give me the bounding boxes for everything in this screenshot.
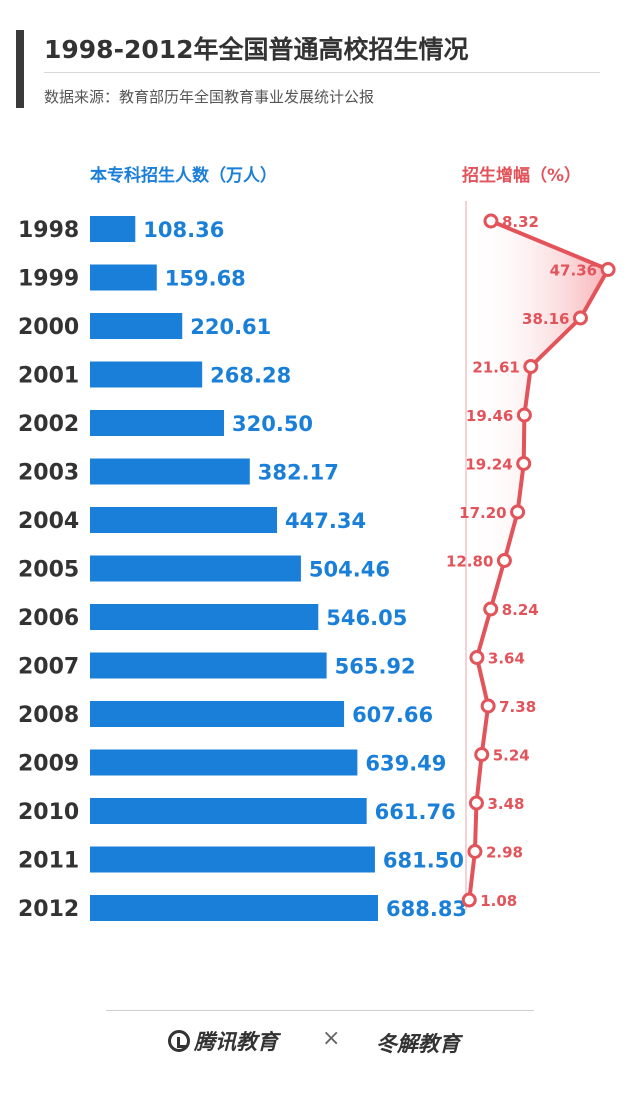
growth-value-label: 5.24: [493, 747, 530, 765]
enrollment-value-label: 159.68: [165, 267, 246, 291]
enrollment-bar: [90, 458, 250, 485]
tencent-logo-text: 腾讯教育: [194, 1030, 278, 1054]
footer-divider: [106, 1010, 534, 1011]
enrollment-value-label: 447.34: [285, 509, 366, 533]
enrollment-bar: [90, 798, 367, 824]
enrollment-value-label: 220.61: [190, 315, 271, 339]
year-label: 2001: [18, 364, 79, 389]
year-label: 2004: [18, 509, 79, 534]
growth-value-label: 19.46: [466, 407, 513, 425]
title-divider: [44, 72, 600, 73]
growth-value-label: 8.24: [502, 601, 539, 619]
enrollment-value-label: 661.76: [375, 800, 456, 824]
page-title: 1998-2012年全国普通高校招生情况: [44, 35, 469, 64]
year-label: 2009: [18, 752, 79, 777]
growth-point: [480, 698, 496, 714]
year-label: 2007: [18, 655, 79, 680]
year-label: 2002: [18, 412, 79, 437]
growth-area-fill: [466, 221, 609, 900]
enrollment-bar: [90, 701, 345, 727]
enrollment-bar: [90, 652, 327, 679]
growth-point: [516, 407, 532, 423]
enrollment-value-label: 688.83: [386, 897, 467, 921]
growth-value-label: 47.36: [550, 262, 597, 280]
growth-value-label: 3.64: [488, 650, 525, 668]
partner-separator: ×: [322, 1026, 341, 1051]
year-label: 2010: [18, 800, 79, 825]
enrollment-value-label: 108.36: [143, 218, 224, 242]
footer: 腾讯教育 × 冬解教育: [0, 1022, 641, 1062]
growth-point: [600, 262, 616, 277]
enrollment-bar: [90, 216, 136, 242]
year-label: 1999: [18, 267, 79, 292]
enrollment-value-label: 320.50: [232, 412, 313, 436]
enrollment-bar: [90, 313, 183, 339]
growth-value-label: 2.98: [486, 844, 523, 862]
enrollment-bar: [90, 895, 378, 921]
growth-point: [467, 844, 483, 859]
tencent-logo-icon: [168, 1030, 190, 1052]
enrollment-bar: [90, 846, 375, 873]
growth-point: [461, 892, 477, 908]
growth-point: [469, 650, 485, 665]
year-label: 2012: [18, 897, 79, 922]
growth-point: [474, 747, 490, 762]
growth-value-label: 19.24: [465, 456, 512, 474]
enrollment-value-label: 268.28: [210, 364, 291, 388]
growth-value-label: 7.38: [499, 698, 536, 716]
growth-value-label: 8.32: [502, 213, 539, 231]
year-label: 2006: [18, 606, 79, 631]
data-source-note: 数据来源：教育部历年全国教育事业发展统计公报: [44, 88, 375, 106]
enrollment-value-label: 382.17: [258, 461, 339, 485]
enrollment-bar: [90, 604, 319, 630]
enrollment-value-label: 607.66: [352, 703, 433, 727]
enrollment-column-header: 本专科招生人数（万人）: [90, 166, 277, 186]
enrollment-value-label: 546.05: [326, 606, 407, 630]
enrollment-bar: [90, 507, 278, 533]
partner-logo-text: 冬解教育: [376, 1032, 460, 1056]
title-accent-bar: [16, 30, 24, 108]
year-label: 2005: [18, 558, 79, 583]
growth-value-label: 38.16: [522, 310, 569, 328]
year-label: 1998: [18, 218, 79, 243]
enrollment-bar: [90, 555, 301, 582]
enrollment-bar: [90, 749, 358, 776]
enrollment-bar: [90, 361, 203, 388]
growth-point: [523, 359, 539, 374]
growth-value-label: 1.08: [480, 892, 517, 910]
growth-point: [483, 601, 499, 617]
year-label: 2003: [18, 461, 79, 486]
growth-value-label: 3.48: [487, 795, 524, 813]
growth-value-label: 17.20: [459, 504, 506, 522]
enrollment-bar: [90, 264, 157, 291]
enrollment-bar: [90, 410, 225, 436]
growth-column-header: 招生增幅（%）: [462, 166, 582, 186]
tencent-education-logo: 腾讯教育: [168, 1026, 278, 1056]
bar-series: 1998 108.36 1999 159.68 2000 220.61 2001 268.28…: [18, 216, 467, 922]
enrollment-value-label: 681.50: [383, 849, 464, 873]
year-label: 2008: [18, 703, 79, 728]
enrollment-chart: 1998 108.36 1999 159.68 2000 220.61 2001 268.28…: [18, 201, 616, 922]
growth-value-label: 12.80: [446, 553, 493, 571]
year-label: 2000: [18, 315, 79, 340]
growth-point: [516, 456, 532, 471]
growth-point: [483, 213, 499, 229]
year-label: 2011: [18, 849, 79, 874]
enrollment-value-label: 639.49: [365, 752, 446, 776]
growth-point: [468, 795, 484, 811]
growth-point: [510, 504, 526, 520]
growth-line-series: 8.32 47.36 38.16 21.61 19.46 19.24 17.20 12.80 8…: [446, 201, 616, 910]
enrollment-value-label: 504.46: [309, 558, 390, 582]
growth-point: [572, 310, 588, 326]
enrollment-value-label: 565.92: [335, 655, 416, 679]
growth-value-label: 21.61: [472, 359, 519, 377]
growth-point: [496, 553, 512, 568]
